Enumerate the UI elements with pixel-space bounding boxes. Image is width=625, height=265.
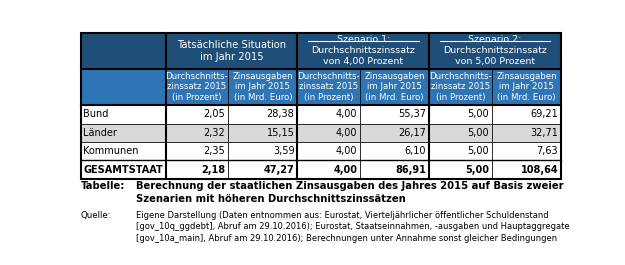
Text: 69,21: 69,21 — [531, 109, 558, 120]
Text: Eigene Darstellung (Daten entnommen aus: Eurostat, Vierteljährlicher öffentliche: Eigene Darstellung (Daten entnommen aus:… — [136, 211, 570, 242]
Text: 5,00: 5,00 — [468, 146, 489, 156]
Bar — [360, 69, 429, 105]
Text: Zinsausgaben
im Jahr 2015
(in Mrd. Euro): Zinsausgaben im Jahr 2015 (in Mrd. Euro) — [232, 72, 293, 102]
Text: Szenario 2:
Durchschnittszinssatz
von 5,00 Prozent: Szenario 2: Durchschnittszinssatz von 5,… — [443, 36, 547, 66]
Text: 2,05: 2,05 — [204, 109, 225, 120]
Bar — [166, 33, 298, 69]
Bar — [81, 142, 166, 160]
Text: Szenario 1:
Durchschnittszinssatz
von 4,00 Prozent: Szenario 1: Durchschnittszinssatz von 4,… — [311, 36, 415, 66]
Bar — [81, 105, 166, 123]
Bar — [228, 123, 298, 142]
Text: Kommunen: Kommunen — [84, 146, 139, 156]
Bar — [298, 160, 360, 179]
Bar — [166, 69, 228, 105]
Bar — [228, 142, 298, 160]
Bar — [360, 123, 429, 142]
Bar — [492, 69, 561, 105]
Text: 4,00: 4,00 — [333, 165, 357, 175]
Bar — [429, 123, 492, 142]
Text: Tatsächliche Situation
im Jahr 2015: Tatsächliche Situation im Jahr 2015 — [177, 40, 286, 62]
Bar — [166, 123, 228, 142]
Text: Zinsausgaben
im Jahr 2015
(in Mrd. Euro): Zinsausgaben im Jahr 2015 (in Mrd. Euro) — [496, 72, 557, 102]
Bar — [81, 33, 166, 69]
Bar — [298, 105, 360, 123]
Bar — [166, 160, 228, 179]
Bar — [81, 123, 166, 142]
Text: 28,38: 28,38 — [267, 109, 294, 120]
Bar — [228, 69, 298, 105]
Bar — [429, 69, 492, 105]
Text: Berechnung der staatlichen Zinsausgaben des Jahres 2015 auf Basis zweier
Szenari: Berechnung der staatlichen Zinsausgaben … — [136, 181, 564, 204]
Text: Quelle:: Quelle: — [81, 211, 111, 220]
Bar — [492, 142, 561, 160]
Text: 86,91: 86,91 — [396, 165, 426, 175]
Text: 6,10: 6,10 — [405, 146, 426, 156]
Bar — [298, 33, 429, 69]
Text: 32,71: 32,71 — [530, 128, 558, 138]
Text: 4,00: 4,00 — [336, 128, 357, 138]
Text: Bund: Bund — [84, 109, 109, 120]
Bar — [81, 33, 561, 179]
Bar — [298, 142, 360, 160]
Bar — [429, 142, 492, 160]
Text: Tabelle:: Tabelle: — [81, 181, 125, 191]
Bar — [166, 105, 228, 123]
Text: GESAMTSTAAT: GESAMTSTAAT — [84, 165, 163, 175]
Bar — [298, 69, 360, 105]
Text: Durchschnitts-
zinssatz 2015
(in Prozent): Durchschnitts- zinssatz 2015 (in Prozent… — [166, 72, 228, 102]
Text: Durchschnitts-
zinssatz 2015
(in Prozent): Durchschnitts- zinssatz 2015 (in Prozent… — [429, 72, 492, 102]
Bar — [360, 160, 429, 179]
Bar — [429, 33, 561, 69]
Bar — [228, 160, 298, 179]
Text: 108,64: 108,64 — [521, 165, 558, 175]
Bar — [298, 123, 360, 142]
Bar — [492, 123, 561, 142]
Text: 2,18: 2,18 — [201, 165, 225, 175]
Text: 5,00: 5,00 — [468, 109, 489, 120]
Bar — [166, 142, 228, 160]
Text: Durchschnitts-
zinssatz 2015
(in Prozent): Durchschnitts- zinssatz 2015 (in Prozent… — [298, 72, 360, 102]
Bar — [492, 105, 561, 123]
Text: 55,37: 55,37 — [398, 109, 426, 120]
Bar — [492, 160, 561, 179]
Text: 47,27: 47,27 — [264, 165, 294, 175]
Bar — [228, 105, 298, 123]
Text: Zinsausgaben
im Jahr 2015
(in Mrd. Euro): Zinsausgaben im Jahr 2015 (in Mrd. Euro) — [364, 72, 425, 102]
Bar — [360, 105, 429, 123]
Text: Länder: Länder — [84, 128, 118, 138]
Text: 5,00: 5,00 — [465, 165, 489, 175]
Bar — [360, 142, 429, 160]
Text: 15,15: 15,15 — [267, 128, 294, 138]
Text: 2,35: 2,35 — [204, 146, 225, 156]
Text: 26,17: 26,17 — [398, 128, 426, 138]
Text: 2,32: 2,32 — [204, 128, 225, 138]
Text: 7,63: 7,63 — [536, 146, 558, 156]
Bar — [429, 160, 492, 179]
Text: 5,00: 5,00 — [468, 128, 489, 138]
Text: 4,00: 4,00 — [336, 109, 357, 120]
Bar — [429, 105, 492, 123]
Bar — [81, 69, 166, 105]
Text: 3,59: 3,59 — [273, 146, 294, 156]
Text: 4,00: 4,00 — [336, 146, 357, 156]
Bar — [81, 160, 166, 179]
